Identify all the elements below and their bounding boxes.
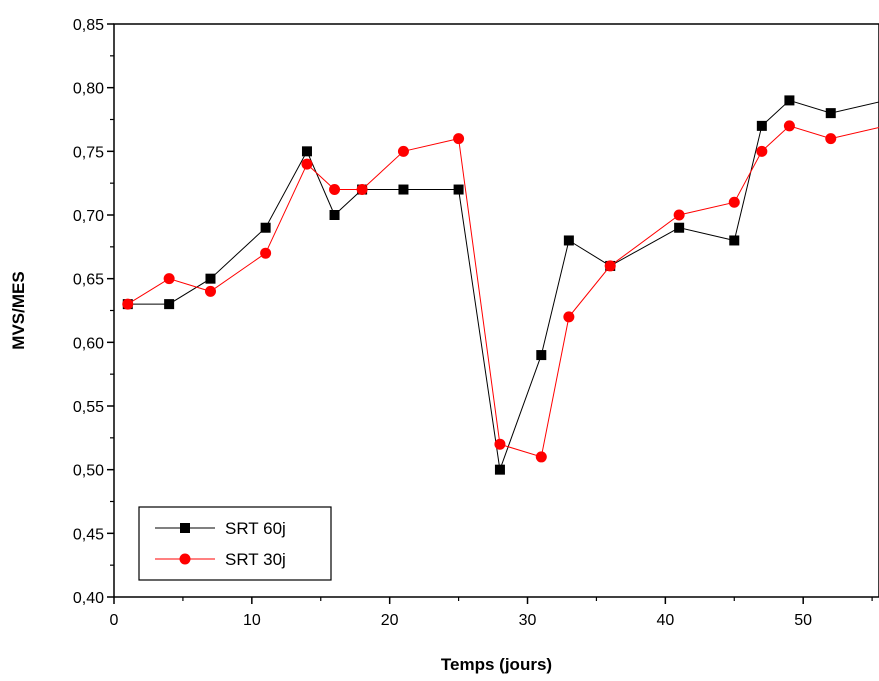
- legend-marker-circle: [179, 553, 191, 565]
- data-point-square: [729, 235, 740, 246]
- data-point-circle: [604, 260, 616, 272]
- data-point-circle: [301, 158, 313, 170]
- legend-box: [138, 506, 332, 581]
- series-line: [127, 99, 879, 470]
- data-point-circle: [356, 184, 368, 196]
- data-point-circle: [756, 145, 768, 157]
- data-point-circle: [783, 120, 795, 132]
- data-point-square: [398, 184, 409, 195]
- legend-label: SRT 60j: [225, 519, 286, 538]
- y-tick-label: 0,40: [73, 590, 104, 607]
- data-point-circle: [563, 311, 575, 323]
- y-tick-label: 0,70: [73, 208, 104, 225]
- x-tick-label: 50: [794, 612, 812, 629]
- data-point-circle: [204, 285, 216, 297]
- data-point-circle: [122, 298, 134, 310]
- y-tick-label: 0,45: [73, 526, 104, 543]
- data-point-circle: [329, 184, 341, 196]
- data-point-circle: [825, 133, 837, 145]
- y-tick-label: 0,60: [73, 335, 104, 352]
- data-point-square: [164, 299, 175, 310]
- data-point-square: [563, 235, 574, 246]
- data-point-circle: [163, 273, 175, 285]
- x-axis-title: Temps (jours): [441, 655, 552, 674]
- data-point-circle: [453, 133, 465, 145]
- data-point-square: [674, 222, 685, 233]
- x-tick-label: 20: [381, 612, 399, 629]
- data-point-square: [784, 95, 795, 106]
- data-point-square: [301, 146, 312, 157]
- data-point-circle: [494, 438, 506, 450]
- y-tick-label: 0,55: [73, 399, 104, 416]
- y-tick-label: 0,80: [73, 81, 104, 98]
- x-tick-label: 40: [656, 612, 674, 629]
- x-tick-label: 10: [243, 612, 261, 629]
- legend: SRT 60j SRT 30j: [138, 506, 332, 581]
- y-tick-label: 0,85: [73, 17, 104, 34]
- data-point-square: [756, 120, 767, 131]
- data-point-circle: [673, 209, 685, 221]
- data-point-square: [825, 108, 836, 119]
- data-point-square: [536, 350, 547, 361]
- y-axis: 0,40 0,45 0,50 0,55 0,60 0,65 0,70 0,75 0,80 0,85: [73, 17, 114, 607]
- x-tick-label: 0: [110, 612, 119, 629]
- data-point-circle: [260, 247, 272, 259]
- y-tick-label: 0,75: [73, 144, 104, 161]
- data-point-square: [329, 210, 340, 220]
- data-point-circle: [535, 451, 547, 463]
- data-point-circle: [397, 145, 409, 157]
- data-point-square: [494, 464, 505, 475]
- legend-label: SRT 30j: [225, 550, 286, 569]
- y-tick-label: 0,65: [73, 272, 104, 289]
- y-tick-label: 0,50: [73, 463, 104, 480]
- series-layer: [122, 95, 879, 475]
- y-axis-title: MVS/MES: [9, 271, 28, 349]
- data-point-circle: [728, 196, 740, 208]
- data-point-square: [205, 273, 216, 284]
- data-point-square: [453, 184, 464, 195]
- x-axis: 0 10 20 30 40 50: [110, 597, 873, 629]
- series-line: [127, 125, 879, 458]
- data-point-square: [260, 222, 271, 233]
- legend-marker-square: [180, 523, 190, 533]
- x-tick-label: 30: [519, 612, 537, 629]
